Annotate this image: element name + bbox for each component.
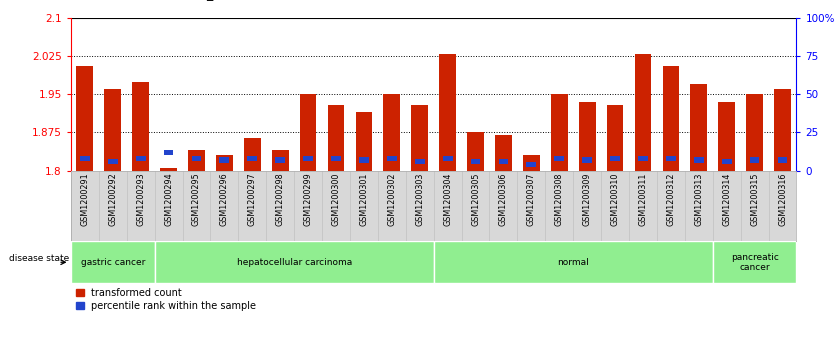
- Bar: [136, 156, 146, 161]
- Bar: [387, 156, 397, 161]
- Bar: [160, 168, 177, 171]
- Bar: [331, 156, 341, 161]
- Bar: [582, 157, 592, 163]
- Text: GSM1200314: GSM1200314: [722, 173, 731, 226]
- Text: GSM1200291: GSM1200291: [80, 173, 89, 227]
- Bar: [244, 138, 261, 171]
- Bar: [216, 155, 233, 171]
- Text: normal: normal: [557, 258, 589, 267]
- Text: GSM1200316: GSM1200316: [778, 173, 787, 226]
- Text: disease state: disease state: [9, 254, 69, 262]
- Bar: [694, 157, 704, 163]
- Text: pancreatic
cancer: pancreatic cancer: [731, 253, 779, 272]
- Bar: [555, 156, 564, 161]
- Bar: [384, 94, 400, 171]
- Legend: transformed count, percentile rank within the sample: transformed count, percentile rank withi…: [76, 288, 256, 311]
- Bar: [635, 54, 651, 171]
- Text: GSM1200312: GSM1200312: [666, 173, 676, 226]
- Bar: [610, 156, 620, 161]
- Text: GSM1200306: GSM1200306: [499, 173, 508, 226]
- Bar: [606, 105, 624, 171]
- Text: GSM1200304: GSM1200304: [443, 173, 452, 226]
- Bar: [662, 66, 679, 171]
- Text: GSM1200296: GSM1200296: [220, 173, 229, 227]
- Bar: [188, 150, 205, 171]
- Bar: [219, 157, 229, 163]
- Bar: [718, 102, 735, 171]
- Bar: [272, 150, 289, 171]
- Bar: [691, 84, 707, 171]
- Text: GSM1200308: GSM1200308: [555, 173, 564, 226]
- Text: GSM1200293: GSM1200293: [136, 173, 145, 227]
- Bar: [777, 157, 787, 163]
- Text: gastric cancer: gastric cancer: [81, 258, 145, 267]
- Bar: [248, 156, 257, 161]
- Bar: [746, 94, 763, 171]
- Text: GSM1200315: GSM1200315: [750, 173, 759, 226]
- Bar: [355, 112, 372, 171]
- Text: GSM1200295: GSM1200295: [192, 173, 201, 227]
- Text: GSM1200301: GSM1200301: [359, 173, 369, 226]
- Bar: [551, 94, 568, 171]
- Text: GSM1200303: GSM1200303: [415, 173, 425, 226]
- Text: GSM1200313: GSM1200313: [694, 173, 703, 226]
- Bar: [328, 105, 344, 171]
- Text: GSM1200299: GSM1200299: [304, 173, 313, 227]
- Bar: [774, 89, 791, 171]
- Bar: [192, 156, 201, 161]
- Bar: [104, 89, 121, 171]
- Text: GSM1200311: GSM1200311: [639, 173, 647, 226]
- Bar: [71, 241, 154, 283]
- Text: GSM1200298: GSM1200298: [276, 173, 284, 227]
- Text: GSM1200300: GSM1200300: [331, 173, 340, 226]
- Bar: [414, 159, 425, 164]
- Text: GSM1200302: GSM1200302: [387, 173, 396, 226]
- Text: GSM1200297: GSM1200297: [248, 173, 257, 227]
- Bar: [163, 150, 173, 155]
- Bar: [523, 155, 540, 171]
- Bar: [434, 241, 713, 283]
- Bar: [154, 241, 434, 283]
- Text: hepatocellular carcinoma: hepatocellular carcinoma: [237, 258, 352, 267]
- Bar: [77, 66, 93, 171]
- Bar: [108, 159, 118, 164]
- Bar: [133, 82, 149, 171]
- Text: GSM1200307: GSM1200307: [527, 173, 536, 226]
- Bar: [440, 54, 456, 171]
- Bar: [443, 156, 453, 161]
- Text: GSM1200305: GSM1200305: [471, 173, 480, 226]
- Bar: [359, 157, 369, 163]
- Bar: [304, 156, 313, 161]
- Bar: [579, 102, 595, 171]
- Bar: [721, 159, 731, 164]
- Bar: [467, 132, 484, 171]
- Bar: [275, 157, 285, 163]
- Bar: [80, 156, 90, 161]
- Bar: [750, 157, 760, 163]
- Bar: [470, 159, 480, 164]
- Bar: [638, 156, 648, 161]
- Bar: [411, 105, 428, 171]
- Bar: [713, 241, 796, 283]
- Text: GSM1200310: GSM1200310: [610, 173, 620, 226]
- Bar: [299, 94, 316, 171]
- Text: GSM1200292: GSM1200292: [108, 173, 118, 227]
- Bar: [666, 156, 676, 161]
- Bar: [495, 135, 512, 171]
- Bar: [499, 159, 509, 164]
- Bar: [526, 162, 536, 167]
- Text: GSM1200309: GSM1200309: [583, 173, 591, 226]
- Text: GSM1200294: GSM1200294: [164, 173, 173, 227]
